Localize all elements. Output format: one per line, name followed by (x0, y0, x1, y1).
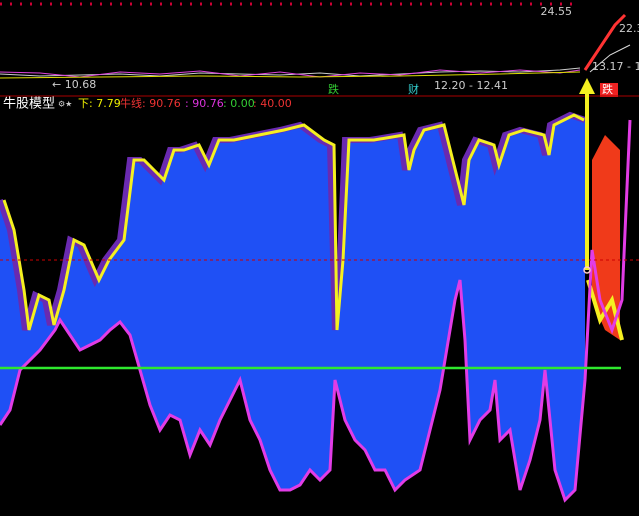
signal-arrowhead (579, 78, 595, 94)
indicator-name: 牛股模型 (3, 97, 55, 112)
ma-line (589, 44, 631, 73)
indicator-icons: ⚙★ (58, 100, 72, 109)
value: : 40.00 (253, 97, 292, 110)
price-right: 22.3 (619, 22, 639, 35)
range-right: 13.17 - 15 (592, 60, 639, 73)
indicator-header: 牛股模型 ⚙★ 下: 7.79 牛线: 90.76 : 90.76 : 0.00… (3, 96, 292, 112)
candles-rise (583, 13, 627, 71)
range-mid: 12.20 - 12.41 (434, 79, 508, 92)
blue-area (0, 115, 585, 500)
price-panel: 24.55 22.3 ← 10.68 13.17 - 15 12.20 - 12… (0, 2, 639, 97)
magenta-line (0, 119, 632, 503)
marker: 跌 (602, 82, 613, 96)
marker-box (600, 83, 618, 97)
down-label: 下: 7.79 (78, 97, 121, 110)
marker: 财 (408, 82, 419, 96)
ma-line (0, 71, 581, 79)
signal-dot (583, 266, 591, 274)
value: : 0.00 (223, 97, 255, 110)
ma-line (0, 69, 581, 78)
price-low: ← 10.68 (52, 78, 96, 91)
yellow-edge (586, 279, 624, 341)
marker: 跌 (328, 82, 339, 96)
indicator-panel (0, 78, 639, 503)
bull-line: 牛线: 90.76 (120, 96, 181, 110)
value: : 90.76 (185, 97, 224, 110)
price-high: 24.55 (541, 5, 573, 18)
yellow-edge (2, 113, 585, 331)
